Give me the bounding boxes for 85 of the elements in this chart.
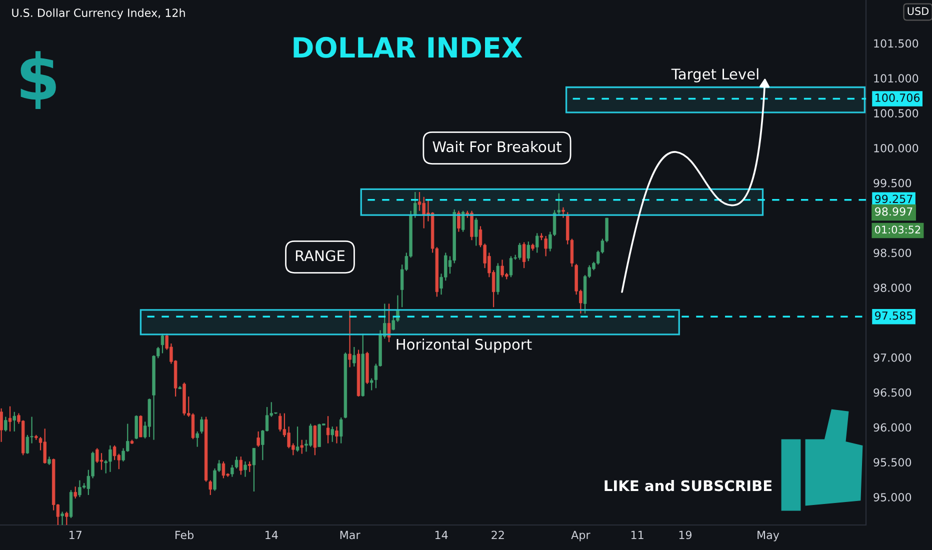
candlestick bbox=[208, 480, 212, 496]
candlestick bbox=[222, 460, 226, 479]
ref-line-label: 100.706 bbox=[876, 94, 920, 102]
x-tick-label: 14 bbox=[266, 530, 278, 539]
candlestick bbox=[509, 256, 513, 278]
candlestick bbox=[557, 192, 560, 215]
candlestick bbox=[239, 456, 242, 476]
candlestick bbox=[112, 444, 116, 461]
annotation: $ bbox=[20, 51, 56, 110]
candlestick bbox=[562, 206, 565, 218]
candlestick bbox=[12, 411, 16, 432]
candlestick bbox=[352, 346, 356, 368]
y-tick-label: 98.000 bbox=[874, 284, 912, 292]
candlestick bbox=[100, 452, 104, 470]
candlestick bbox=[414, 191, 417, 218]
annotation: Wait For Breakout bbox=[432, 140, 562, 152]
y-tick-label: 95.000 bbox=[874, 493, 912, 502]
candlestick bbox=[326, 416, 330, 444]
candlestick bbox=[244, 460, 247, 478]
y-tick-label: 101.000 bbox=[874, 74, 918, 83]
y-tick-label: 95.500 bbox=[874, 458, 912, 467]
candlestick bbox=[522, 242, 526, 269]
candlestick bbox=[461, 210, 465, 232]
x-tick-label: Mar bbox=[340, 530, 360, 540]
candlestick bbox=[248, 460, 252, 472]
band-label: Horizontal Support bbox=[396, 338, 532, 353]
candlestick bbox=[26, 434, 30, 454]
candlestick bbox=[196, 430, 199, 448]
candlestick bbox=[418, 191, 422, 212]
ref-line-label: 97.585 bbox=[875, 311, 912, 320]
candlestick bbox=[544, 235, 548, 257]
x-tick-label: 19 bbox=[679, 530, 692, 540]
candlestick bbox=[536, 232, 539, 254]
candlestick bbox=[339, 416, 343, 444]
annotation: LIKE and SUBSCRIBE bbox=[604, 480, 772, 492]
y-tick-label: 101.500 bbox=[874, 39, 918, 48]
text: DOLLAR INDEX bbox=[294, 36, 522, 58]
x-tick-label: Apr bbox=[571, 530, 590, 542]
x-tick-label: 14 bbox=[435, 530, 448, 539]
candlestick bbox=[139, 414, 142, 438]
candlestick bbox=[252, 448, 256, 492]
annotation: RANGE bbox=[296, 250, 345, 262]
y-tick-label: 100.000 bbox=[874, 144, 918, 152]
candlestick bbox=[308, 423, 312, 448]
candlestick bbox=[256, 430, 260, 448]
text: USD bbox=[908, 7, 929, 16]
x-tick-label: May bbox=[758, 530, 780, 542]
candlestick bbox=[96, 448, 99, 464]
candlestick bbox=[8, 406, 12, 432]
candlestick bbox=[474, 217, 478, 246]
candlestick bbox=[278, 412, 282, 432]
candlestick bbox=[313, 424, 317, 456]
candlestick bbox=[0, 408, 3, 442]
candlestick bbox=[348, 309, 352, 368]
text: 01:03:52 bbox=[875, 226, 920, 234]
candlestick bbox=[234, 456, 238, 470]
y-tick-label: 99.500 bbox=[874, 178, 912, 188]
y-tick-label: 98.500 bbox=[874, 248, 912, 258]
y-tick-label: 96.000 bbox=[874, 423, 912, 432]
candlestick bbox=[134, 414, 138, 440]
y-tick-label: 100.500 bbox=[874, 109, 918, 118]
candlestick bbox=[43, 428, 46, 464]
x-tick-label: Feb bbox=[176, 530, 194, 540]
candlestick bbox=[160, 333, 164, 354]
x-tick-label: 22 bbox=[492, 530, 504, 539]
candlestick bbox=[526, 241, 530, 262]
candlestick bbox=[74, 486, 77, 500]
candlestick bbox=[4, 416, 8, 432]
candlestick bbox=[330, 426, 334, 442]
candlestick bbox=[191, 412, 195, 440]
x-tick-label: 11 bbox=[631, 530, 644, 539]
candlestick bbox=[200, 416, 204, 434]
candlestick bbox=[457, 210, 460, 232]
x-tick-label: 17 bbox=[70, 530, 82, 539]
candlestick bbox=[230, 464, 234, 478]
candlestick bbox=[335, 426, 338, 444]
y-tick-label: 97.000 bbox=[874, 353, 912, 362]
ref-line-label: 99.257 bbox=[875, 194, 912, 204]
candlestick bbox=[370, 378, 374, 391]
text: U.S. Dollar Currency Index, 12h bbox=[12, 8, 185, 20]
text: 98.997 bbox=[875, 207, 912, 216]
y-tick-label: 96.500 bbox=[874, 388, 912, 397]
candlestick bbox=[296, 426, 300, 452]
candlestick bbox=[300, 439, 304, 454]
band-label: Target Level bbox=[671, 68, 758, 82]
